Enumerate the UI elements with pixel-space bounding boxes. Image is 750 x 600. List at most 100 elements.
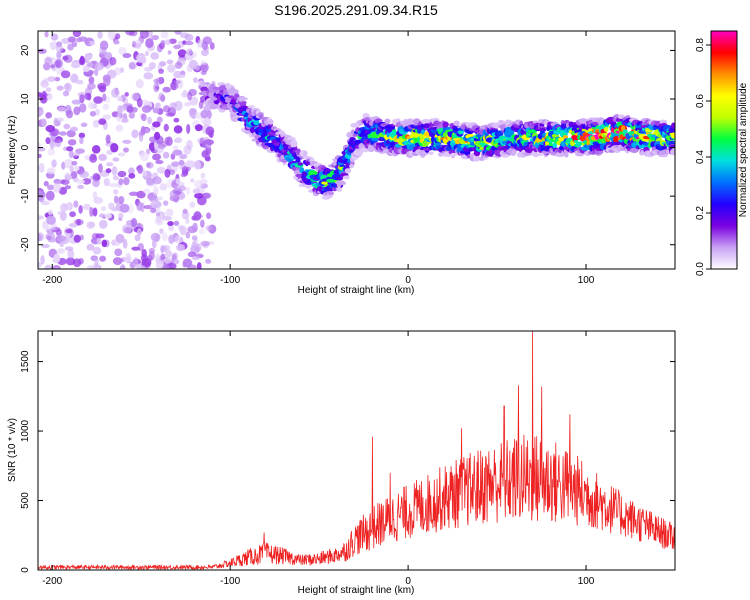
ridge-blob xyxy=(496,130,504,137)
noise-blob xyxy=(85,54,92,61)
colorbar-tick-label: 0.0 xyxy=(695,262,706,276)
noise-blob xyxy=(67,249,75,259)
noise-blob xyxy=(60,70,71,79)
noise-blob xyxy=(59,131,67,136)
ridge-blob xyxy=(597,150,604,154)
y-tick-label: -10 xyxy=(20,188,31,203)
noise-blob xyxy=(164,136,171,145)
noise-blob xyxy=(92,119,100,128)
noise-blob xyxy=(135,79,144,89)
colorbar-tick-label: 0.6 xyxy=(695,94,706,108)
colorbar-frame xyxy=(710,30,738,270)
noise-blob xyxy=(150,232,161,242)
noise-blob xyxy=(174,31,182,35)
noise-blob xyxy=(169,102,178,108)
y-tick-label: 0 xyxy=(20,567,31,573)
noise-blob xyxy=(153,82,160,93)
ridge-blob xyxy=(344,168,352,174)
noise-blob xyxy=(161,232,168,242)
noise-blob xyxy=(158,144,166,149)
noise-blob xyxy=(82,178,92,185)
noise-blob xyxy=(120,118,129,123)
noise-blob xyxy=(128,172,136,179)
noise-blob xyxy=(80,122,88,128)
noise-blob xyxy=(175,136,183,144)
noise-blob xyxy=(152,153,162,161)
noise-blob xyxy=(47,209,53,216)
noise-blob xyxy=(160,39,166,46)
noise-blob xyxy=(123,147,129,153)
noise-blob xyxy=(79,137,84,145)
noise-blob xyxy=(157,196,163,201)
noise-blob xyxy=(156,166,166,174)
noise-blob xyxy=(173,220,180,226)
noise-blob xyxy=(79,170,90,179)
ridge-blob xyxy=(564,151,569,158)
noise-blob xyxy=(101,239,108,248)
ridge-blob xyxy=(308,170,318,177)
noise-blob xyxy=(171,161,180,167)
noise-blob xyxy=(119,264,126,269)
noise-blob xyxy=(47,225,56,231)
noise-blob xyxy=(135,53,146,64)
spectrogram-x-ticks: -200 -100 0 100 xyxy=(42,31,595,286)
noise-blob xyxy=(73,106,81,116)
noise-blob xyxy=(152,121,161,128)
noise-blob xyxy=(151,200,157,206)
noise-blob xyxy=(119,104,128,112)
ridge-blob xyxy=(335,176,344,181)
ridge-blob xyxy=(328,191,333,196)
ridge-blob xyxy=(247,105,256,109)
y-tick-label: 1500 xyxy=(20,350,31,373)
noise-blob xyxy=(94,62,104,71)
ridge-blob xyxy=(337,181,347,186)
noise-blob xyxy=(68,223,78,228)
ridge-blob xyxy=(505,129,515,136)
noise-blob xyxy=(55,45,64,53)
noise-blob xyxy=(78,132,86,139)
noise-blob xyxy=(39,94,48,104)
noise-blob xyxy=(109,57,117,66)
noise-blob xyxy=(104,213,112,219)
noise-blob xyxy=(69,211,76,218)
noise-blob xyxy=(46,92,53,101)
noise-blob xyxy=(107,31,116,40)
x-tick-label: -100 xyxy=(220,576,240,587)
noise-blob xyxy=(148,142,155,151)
noise-blob xyxy=(118,212,124,219)
noise-blob xyxy=(174,61,183,69)
noise-blob xyxy=(67,36,76,43)
noise-blob xyxy=(88,40,96,46)
noise-blob xyxy=(194,124,203,132)
noise-blob xyxy=(199,179,208,185)
noise-blob xyxy=(79,94,85,104)
noise-blob xyxy=(84,92,92,101)
noise-blob xyxy=(182,258,193,268)
noise-blob xyxy=(89,154,98,163)
noise-blob xyxy=(148,196,159,203)
colorbar-label: Normalized spectral amplitude xyxy=(738,82,749,217)
noise-blob xyxy=(141,257,152,267)
noise-blob xyxy=(71,160,78,166)
noise-blob xyxy=(205,258,212,264)
colorbar: 0.0 0.2 0.4 0.6 0.8 Normalized spectral ampl… xyxy=(695,30,749,276)
noise-blob xyxy=(87,82,96,90)
noise-blob xyxy=(93,96,103,104)
noise-blob xyxy=(122,238,128,249)
noise-blob xyxy=(43,180,49,187)
snr-y-ticks: 0 500 1000 1500 xyxy=(20,350,675,573)
noise-blob xyxy=(165,112,175,117)
ridge-blob xyxy=(303,184,313,188)
noise-blob xyxy=(40,200,51,206)
noise-blob xyxy=(173,79,181,85)
ridge-blob xyxy=(656,137,663,143)
noise-blob xyxy=(53,253,61,263)
noise-blob xyxy=(99,40,109,51)
noise-blob xyxy=(45,190,55,201)
ridge-blob xyxy=(295,159,301,163)
noise-blob xyxy=(38,262,42,268)
noise-blob xyxy=(40,255,45,265)
spectrogram-heatmap xyxy=(38,31,675,269)
noise-blob xyxy=(47,76,56,82)
noise-blob xyxy=(122,139,132,144)
